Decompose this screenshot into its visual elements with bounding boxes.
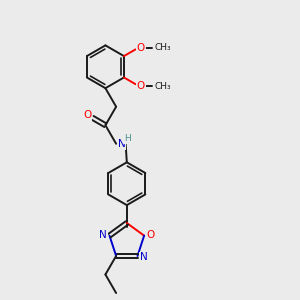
Text: O: O bbox=[137, 81, 145, 91]
Text: CH₃: CH₃ bbox=[155, 43, 172, 52]
Text: O: O bbox=[83, 110, 91, 120]
Text: N: N bbox=[99, 230, 107, 240]
Text: N: N bbox=[140, 253, 148, 262]
Text: O: O bbox=[137, 43, 145, 53]
Text: H: H bbox=[124, 134, 131, 143]
Text: O: O bbox=[146, 230, 155, 240]
Text: N: N bbox=[118, 139, 125, 149]
Text: CH₃: CH₃ bbox=[155, 82, 172, 91]
